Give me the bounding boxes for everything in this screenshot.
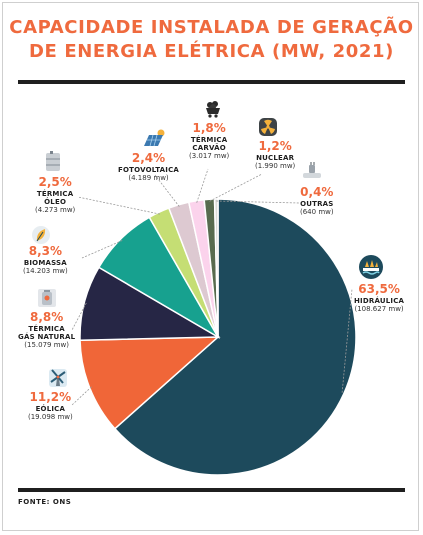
percent-outras: 0,4%: [300, 185, 334, 199]
name-gas-1: TÉRMICA: [28, 324, 65, 333]
label-nuclear: 1,2% NUCLEAR (1.990 mw): [255, 139, 296, 170]
percent-carvao: 1,8%: [192, 121, 226, 135]
label-fotovoltaica: 2,4% FOTOVOLTAICA (4.189 mw): [118, 151, 180, 182]
leader-line-eolica: [71, 386, 92, 406]
windmill-icon: [49, 369, 67, 387]
value-hidraulica: (108.627 mw): [354, 304, 404, 313]
hydro-dam-icon: [359, 255, 383, 279]
label-hidraulica: 63,5% HIDRÁULICA (108.627 mw): [354, 282, 405, 313]
value-biomassa: (14.203 mw): [23, 266, 68, 275]
value-nuclear: (1.990 mw): [255, 161, 296, 170]
name-biomassa: BIOMASSA: [23, 258, 67, 267]
label-oleo: 2,5% TÉRMICA ÓLEO (4.273 mw): [35, 175, 76, 214]
top-divider: [18, 80, 405, 84]
percent-gas: 8,8%: [30, 310, 64, 324]
coal-cart-icon: [206, 101, 220, 118]
name-carvao-1: TÉRMICA: [190, 135, 228, 144]
title-line-1: CAPACIDADE INSTALADA DE GERAÇÃO: [9, 17, 414, 38]
label-gas: 8,8% TÉRMICA GÁS NATURAL (15.079 mw): [18, 310, 76, 349]
name-carvao-2: CARVÃO: [192, 143, 226, 152]
value-oleo: (4.273 mw): [35, 205, 76, 214]
nuclear-icon: [259, 118, 277, 136]
label-outras: 0,4% OUTRAS (640 mw): [300, 185, 334, 216]
name-oleo-2: ÓLEO: [44, 197, 67, 206]
percent-biomassa: 8,3%: [28, 244, 62, 258]
value-outras: (640 mw): [300, 207, 334, 216]
percent-eolica: 11,2%: [29, 390, 72, 404]
slice-eolica: [79, 336, 221, 430]
bottom-divider: [18, 488, 405, 492]
percent-fotovoltaica: 2,4%: [131, 151, 166, 165]
leader-line-fotovoltaica: [154, 174, 180, 207]
value-fotovoltaica: (4.189 mw): [128, 173, 169, 182]
name-hidraulica: HIDRÁULICA: [354, 296, 405, 305]
title-line-2: DE ENERGIA ELÉTRICA (MW, 2021): [29, 41, 394, 62]
page-title: CAPACIDADE INSTALADA DE GERAÇÃO DE ENERG…: [0, 16, 423, 64]
name-nuclear: NUCLEAR: [256, 153, 295, 162]
leaf-icon: [32, 226, 50, 244]
percent-hidraulica: 63,5%: [358, 282, 400, 296]
value-eolica: (19.098 mw): [28, 412, 73, 421]
label-biomassa: 8,3% BIOMASSA (14.203 mw): [23, 244, 68, 275]
plug-icon: [303, 162, 321, 178]
value-gas: (15.079 mw): [24, 340, 70, 349]
name-oleo-1: TÉRMICA: [36, 189, 74, 198]
leader-line-oleo: [77, 196, 160, 215]
solar-panel-icon: [144, 129, 165, 147]
gas-tank-icon: [38, 289, 56, 307]
label-eolica: 11,2% EÓLICA (19.098 mw): [28, 390, 73, 421]
name-gas-2: GÁS NATURAL: [18, 332, 76, 341]
source-note: FONTE: ONS: [18, 498, 72, 506]
name-outras: OUTRAS: [300, 199, 334, 208]
name-fotovoltaica: FOTOVOLTAICA: [118, 165, 180, 174]
percent-nuclear: 1,2%: [258, 139, 292, 153]
slice-hidraulica: [113, 198, 357, 476]
percent-oleo: 2,5%: [38, 175, 72, 189]
oil-barrel-icon: [46, 151, 60, 171]
leader-line-carvao: [196, 168, 209, 203]
label-carvao: 1,8% TÉRMICA CARVÃO (3.017 mw): [189, 121, 230, 160]
value-carvao: (3.017 mw): [189, 151, 230, 160]
name-eolica: EÓLICA: [35, 404, 66, 413]
leader-line-nuclear: [209, 173, 263, 202]
leader-line-biomassa: [81, 240, 123, 259]
slice-outras: [213, 198, 219, 338]
leader-line-gas: [71, 302, 87, 331]
